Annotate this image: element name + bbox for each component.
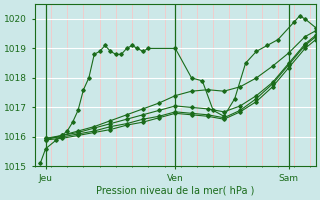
X-axis label: Pression niveau de la mer( hPa ): Pression niveau de la mer( hPa ) bbox=[96, 186, 254, 196]
